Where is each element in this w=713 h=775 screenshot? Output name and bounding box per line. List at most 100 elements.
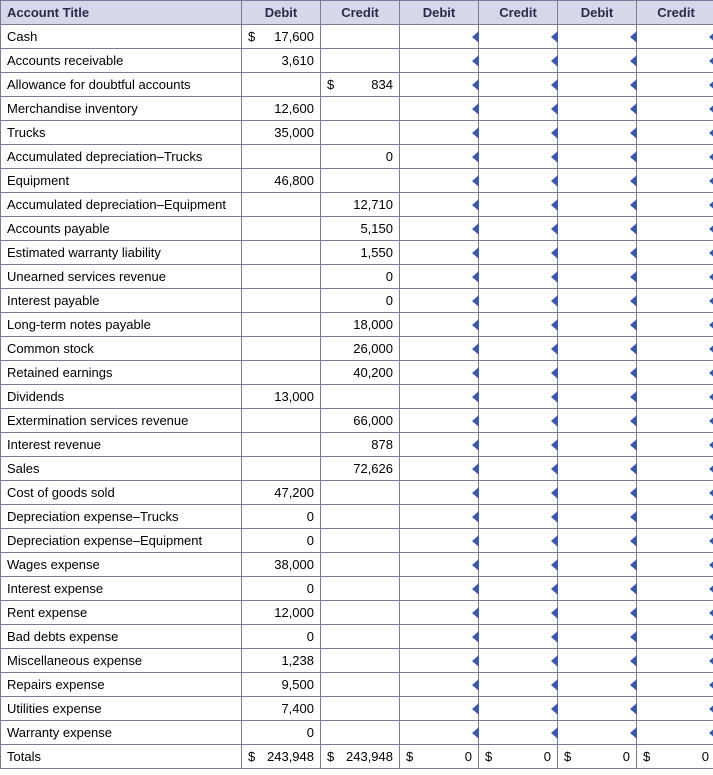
cell-debit-2[interactable]	[400, 241, 479, 265]
cell-credit-2[interactable]	[479, 673, 558, 697]
cell-debit-2[interactable]	[400, 361, 479, 385]
cell-debit-2[interactable]	[400, 433, 479, 457]
cell-debit-2[interactable]	[400, 49, 479, 73]
cell-debit-3[interactable]	[558, 481, 637, 505]
cell-credit-3[interactable]	[637, 697, 713, 721]
cell-debit-3[interactable]	[558, 25, 637, 49]
cell-credit-3[interactable]	[637, 505, 713, 529]
cell-credit-3[interactable]	[637, 337, 713, 361]
cell-credit-3[interactable]	[637, 529, 713, 553]
cell-debit-3[interactable]	[558, 241, 637, 265]
cell-debit-3[interactable]	[558, 505, 637, 529]
cell-debit-3[interactable]	[558, 649, 637, 673]
cell-credit-2[interactable]	[479, 49, 558, 73]
cell-credit-3[interactable]	[637, 625, 713, 649]
cell-credit-2[interactable]	[479, 529, 558, 553]
cell-credit-3[interactable]	[637, 385, 713, 409]
cell-debit-3[interactable]	[558, 49, 637, 73]
cell-credit-2[interactable]	[479, 505, 558, 529]
cell-credit-3[interactable]	[637, 265, 713, 289]
cell-credit-3[interactable]	[637, 241, 713, 265]
cell-credit-3[interactable]	[637, 721, 713, 745]
cell-credit-2[interactable]	[479, 193, 558, 217]
cell-debit-2[interactable]	[400, 73, 479, 97]
cell-credit-3[interactable]	[637, 49, 713, 73]
cell-credit-3[interactable]	[637, 145, 713, 169]
cell-debit-3[interactable]	[558, 145, 637, 169]
cell-debit-2[interactable]	[400, 121, 479, 145]
cell-credit-2[interactable]	[479, 409, 558, 433]
cell-credit-2[interactable]	[479, 433, 558, 457]
cell-credit-3[interactable]	[637, 481, 713, 505]
cell-credit-2[interactable]	[479, 481, 558, 505]
cell-credit-3[interactable]	[637, 601, 713, 625]
cell-credit-3[interactable]	[637, 169, 713, 193]
cell-credit-2[interactable]	[479, 265, 558, 289]
cell-debit-2[interactable]	[400, 313, 479, 337]
cell-credit-3[interactable]	[637, 313, 713, 337]
cell-debit-3[interactable]	[558, 577, 637, 601]
cell-debit-2[interactable]	[400, 25, 479, 49]
cell-debit-3[interactable]	[558, 721, 637, 745]
cell-credit-3[interactable]	[637, 649, 713, 673]
cell-credit-2[interactable]	[479, 649, 558, 673]
cell-credit-2[interactable]	[479, 553, 558, 577]
cell-debit-2[interactable]	[400, 649, 479, 673]
cell-credit-2[interactable]	[479, 337, 558, 361]
cell-credit-2[interactable]	[479, 361, 558, 385]
cell-debit-3[interactable]	[558, 409, 637, 433]
cell-debit-2[interactable]	[400, 457, 479, 481]
cell-debit-3[interactable]	[558, 385, 637, 409]
cell-credit-3[interactable]	[637, 361, 713, 385]
cell-debit-2[interactable]	[400, 553, 479, 577]
cell-credit-2[interactable]	[479, 697, 558, 721]
cell-credit-2[interactable]	[479, 313, 558, 337]
cell-credit-3[interactable]	[637, 457, 713, 481]
cell-debit-3[interactable]	[558, 697, 637, 721]
cell-debit-2[interactable]	[400, 385, 479, 409]
cell-debit-2[interactable]	[400, 169, 479, 193]
cell-debit-3[interactable]	[558, 337, 637, 361]
cell-credit-2[interactable]	[479, 73, 558, 97]
cell-debit-3[interactable]	[558, 625, 637, 649]
cell-credit-2[interactable]	[479, 601, 558, 625]
cell-debit-2[interactable]	[400, 289, 479, 313]
cell-debit-2[interactable]	[400, 481, 479, 505]
cell-debit-2[interactable]	[400, 625, 479, 649]
cell-credit-3[interactable]	[637, 121, 713, 145]
cell-debit-3[interactable]	[558, 457, 637, 481]
cell-debit-3[interactable]	[558, 193, 637, 217]
cell-credit-2[interactable]	[479, 625, 558, 649]
cell-debit-3[interactable]	[558, 217, 637, 241]
cell-debit-2[interactable]	[400, 577, 479, 601]
cell-debit-3[interactable]	[558, 433, 637, 457]
cell-credit-3[interactable]	[637, 193, 713, 217]
cell-debit-3[interactable]	[558, 553, 637, 577]
cell-debit-2[interactable]	[400, 505, 479, 529]
cell-debit-2[interactable]	[400, 337, 479, 361]
cell-debit-2[interactable]	[400, 265, 479, 289]
cell-credit-3[interactable]	[637, 673, 713, 697]
cell-debit-3[interactable]	[558, 97, 637, 121]
cell-credit-2[interactable]	[479, 721, 558, 745]
cell-credit-2[interactable]	[479, 577, 558, 601]
cell-credit-2[interactable]	[479, 25, 558, 49]
cell-debit-3[interactable]	[558, 673, 637, 697]
cell-debit-2[interactable]	[400, 145, 479, 169]
cell-credit-3[interactable]	[637, 25, 713, 49]
cell-credit-2[interactable]	[479, 385, 558, 409]
cell-debit-2[interactable]	[400, 697, 479, 721]
cell-credit-3[interactable]	[637, 289, 713, 313]
cell-credit-2[interactable]	[479, 121, 558, 145]
cell-credit-2[interactable]	[479, 145, 558, 169]
cell-debit-2[interactable]	[400, 97, 479, 121]
cell-debit-3[interactable]	[558, 73, 637, 97]
cell-credit-2[interactable]	[479, 97, 558, 121]
cell-debit-3[interactable]	[558, 313, 637, 337]
cell-debit-2[interactable]	[400, 721, 479, 745]
cell-credit-2[interactable]	[479, 169, 558, 193]
cell-credit-2[interactable]	[479, 289, 558, 313]
cell-debit-2[interactable]	[400, 217, 479, 241]
cell-debit-3[interactable]	[558, 121, 637, 145]
cell-credit-3[interactable]	[637, 409, 713, 433]
